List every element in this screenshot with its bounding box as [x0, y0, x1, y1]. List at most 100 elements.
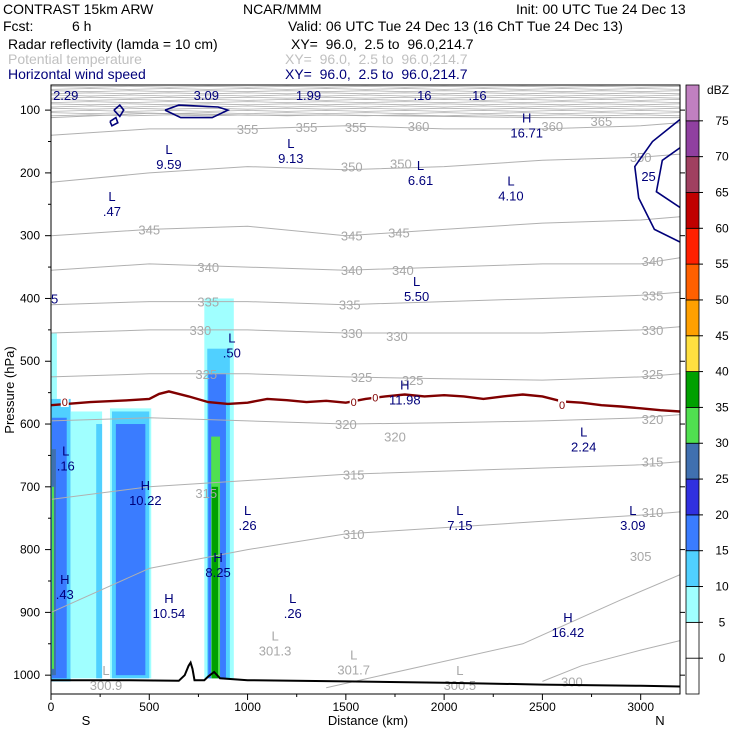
- wind-extremum-value: .16: [413, 88, 431, 103]
- colorbar-unit: dBZ: [707, 83, 729, 97]
- wind-extremum-value: 5.50: [404, 289, 429, 304]
- wind-extremum-type: L: [165, 142, 172, 157]
- field-xy-reflectivity: XY= 96.0, 2.5 to 96.0,214.7: [291, 36, 474, 52]
- isentrope-line: [51, 112, 680, 119]
- zero-contour-label-bg: [558, 399, 567, 411]
- colorbar-tick-label: 45: [715, 329, 729, 343]
- x-tick-label: 3000: [627, 700, 654, 714]
- field-name-reflectivity: Radar reflectivity (lamda = 10 cm): [8, 36, 218, 52]
- colorbar-tick-label: 0: [719, 651, 726, 665]
- colorbar-swatch: [685, 442, 700, 480]
- wind-extremum-type: H: [60, 572, 69, 587]
- reflectivity-region: [96, 424, 103, 679]
- isentrope-label: 345: [388, 226, 410, 241]
- wind-extremum-value: .50: [223, 345, 241, 360]
- y-tick-label: 900: [20, 605, 40, 619]
- isentrope-line: [51, 414, 680, 425]
- isentrope-label: 330: [642, 323, 664, 338]
- wind-extremum-value: .26: [284, 606, 302, 621]
- wind-extremum-value: 16.71: [510, 126, 543, 141]
- isentrope-line: [51, 216, 680, 237]
- theta-extremum-type: L: [102, 663, 109, 678]
- wind-extremum-type: L: [413, 274, 420, 289]
- reflectivity-region: [51, 332, 57, 399]
- wind-extremum-type: L: [228, 330, 235, 345]
- isentrope-label: 325: [351, 370, 373, 385]
- wind-extremum-type: H: [400, 378, 409, 393]
- wind-speed-contour: [113, 103, 125, 118]
- wind-extremum-value: 1.99: [296, 88, 321, 103]
- colorbar-tick-label: 60: [715, 221, 729, 235]
- isentrope-label: 340: [197, 260, 219, 275]
- wind-extremum-value: 3.09: [620, 518, 645, 533]
- wind-extremum-value: .43: [56, 587, 74, 602]
- model-title: CONTRAST 15km ARW: [3, 1, 154, 17]
- isentrope-label: 335: [197, 295, 219, 310]
- terrain-line: [51, 660, 680, 688]
- wind-extremum-type: L: [580, 425, 587, 440]
- isentrope-dense: [51, 98, 680, 101]
- colorbar-tick-label: 65: [715, 185, 729, 199]
- zero-contour-label-bg: [371, 391, 380, 403]
- colorbar-tick-label: 55: [715, 257, 729, 271]
- colorbar-swatch: [685, 514, 700, 552]
- organization: NCAR/MMM: [243, 1, 322, 17]
- colorbar-swatch: [685, 407, 700, 444]
- isentrope-label: 340: [341, 263, 363, 278]
- wind-speed-contour: [633, 118, 680, 243]
- reflectivity-region: [51, 486, 54, 669]
- colorbar-swatch: [685, 156, 700, 193]
- isentrope-line: [51, 461, 680, 500]
- zero-contour-label: 0: [351, 397, 357, 409]
- isentrope-dense: [51, 94, 680, 97]
- theta-extremum-value: 301.3: [259, 644, 292, 659]
- colorbar-swatch: [685, 192, 700, 229]
- x-tick-label: 2500: [529, 700, 556, 714]
- colorbar-swatch: [685, 120, 700, 158]
- wind-extremum-value: 10.54: [153, 606, 186, 621]
- zero-contour-label-bg: [349, 396, 358, 408]
- x-tick-label: 0: [48, 700, 55, 714]
- colorbar-swatch: [685, 299, 700, 337]
- isentrope-label: 335: [339, 298, 361, 313]
- isentrope-dense: [51, 90, 680, 93]
- y-tick-label: 100: [20, 103, 40, 117]
- wind-extremum-type: H: [213, 550, 222, 565]
- colorbar-tick-label: 75: [715, 114, 729, 128]
- theta-extremum-value: 300.9: [90, 678, 123, 693]
- forecast-label: Fcst:: [3, 18, 34, 34]
- y-tick-label: 300: [20, 229, 40, 243]
- isentrope-line: [326, 574, 680, 689]
- colorbar-swatch: [685, 263, 700, 301]
- colorbar-tick-label: 25: [715, 472, 729, 486]
- y-tick-label: 500: [20, 354, 40, 368]
- isentrope-label: 355: [296, 120, 318, 135]
- isentrope-dense: [51, 109, 680, 112]
- y-tick-label: 700: [20, 480, 40, 494]
- wind-extremum-value: 9.13: [278, 151, 303, 166]
- colorbar-swatch: [685, 621, 700, 659]
- colorbar-swatch: [685, 84, 700, 122]
- x-tick-label: 1000: [234, 700, 261, 714]
- colorbar-swatch: [685, 478, 700, 516]
- endpoint-right-label: N: [655, 713, 664, 728]
- colorbar-tick-label: 40: [715, 365, 729, 379]
- field-xy-potential-temperature: XY= 96.0, 2.5 to 96.0,214.7: [285, 51, 468, 67]
- reflectivity-region: [115, 424, 146, 676]
- isentrope-dense: [51, 88, 680, 90]
- wind-extremum-value: .16: [469, 88, 487, 103]
- wind-extremum-value: 2.29: [53, 88, 78, 103]
- isentrope-dense: [51, 96, 680, 99]
- isentrope-label: 335: [642, 288, 664, 303]
- isentrope-line: [51, 291, 680, 306]
- y-tick-label: 200: [20, 166, 40, 180]
- wind-extremum-value: .16: [57, 458, 75, 473]
- isentrope-label: 360: [541, 119, 563, 134]
- isentrope-label: 310: [343, 527, 365, 542]
- isentrope-line: [51, 153, 680, 183]
- wind-extremum-value: 4.10: [498, 188, 523, 203]
- forecast-hour: 6 h: [72, 18, 92, 34]
- field-name-wind-speed: Horizontal wind speed: [8, 66, 146, 82]
- isentrope-label: 365: [591, 114, 613, 129]
